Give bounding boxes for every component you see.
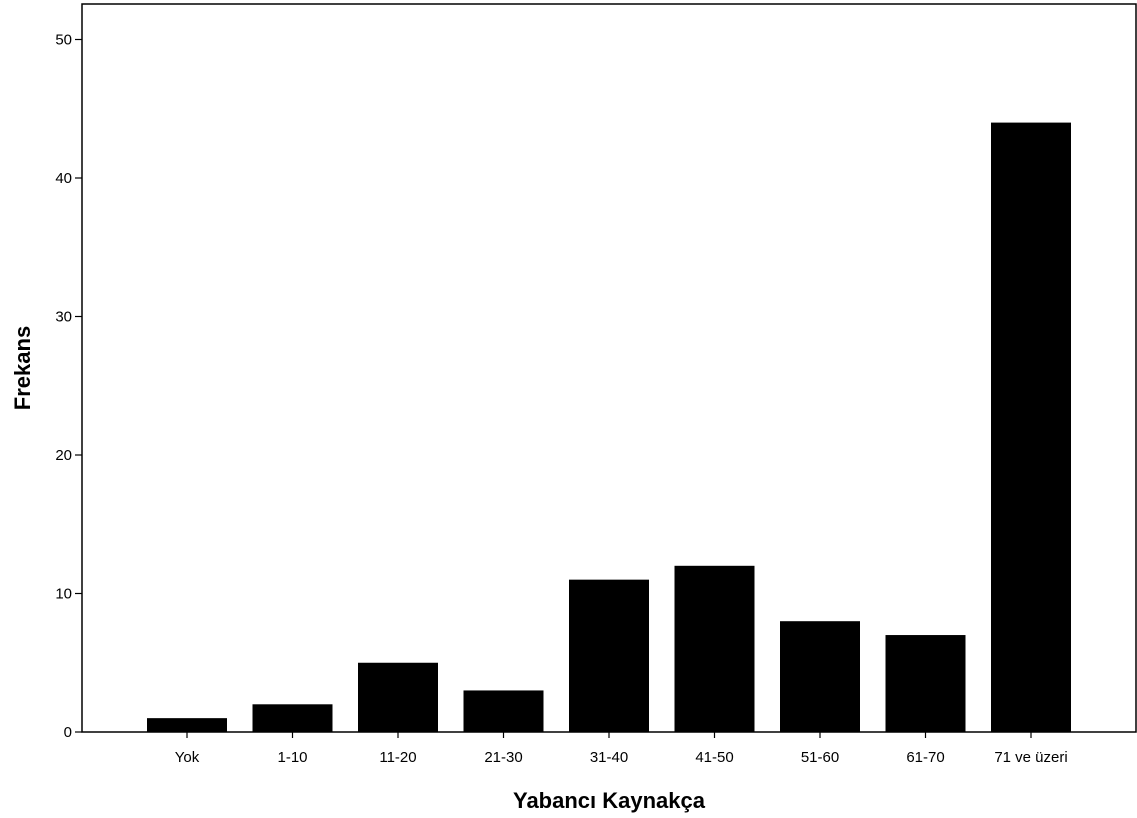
bars bbox=[147, 122, 1071, 733]
x-tick-label: 31-40 bbox=[590, 749, 628, 766]
x-tick-label: 61-70 bbox=[906, 749, 944, 766]
y-tick-label: 0 bbox=[64, 724, 72, 741]
bar-1-10 bbox=[252, 704, 333, 732]
bar-71-ve-üzeri bbox=[991, 122, 1071, 733]
x-tick-label: 71 ve üzeri bbox=[994, 749, 1067, 766]
x-axis: Yok 1-10 11-20 21-30 31-40 41-50 51-60 61-70 71 … bbox=[175, 732, 1068, 766]
x-tick-label: 41-50 bbox=[695, 749, 733, 766]
bar-51-60 bbox=[780, 621, 860, 732]
x-tick-label: 1-10 bbox=[277, 749, 307, 766]
x-tick-label: 11-20 bbox=[379, 749, 416, 766]
bar-61-70 bbox=[885, 635, 966, 732]
x-tick-label: Yok bbox=[175, 749, 200, 766]
bar-21-30 bbox=[463, 690, 544, 732]
bar-yok bbox=[147, 718, 227, 732]
bar-31-40 bbox=[569, 579, 649, 732]
x-tick-label: 51-60 bbox=[801, 749, 839, 766]
y-tick-label: 50 bbox=[55, 32, 72, 49]
y-tick-label: 20 bbox=[55, 447, 72, 464]
bar-41-50 bbox=[674, 565, 755, 732]
y-tick-label: 30 bbox=[55, 309, 72, 326]
x-axis-title: Yabancı Kaynakça bbox=[513, 788, 706, 813]
y-axis: 0 10 20 30 40 50 bbox=[55, 32, 82, 741]
y-tick-label: 10 bbox=[55, 586, 72, 603]
y-tick-label: 40 bbox=[55, 170, 72, 187]
x-tick-label: 21-30 bbox=[484, 749, 522, 766]
bar-11-20 bbox=[358, 662, 438, 732]
y-axis-title: Frekans bbox=[10, 326, 35, 410]
